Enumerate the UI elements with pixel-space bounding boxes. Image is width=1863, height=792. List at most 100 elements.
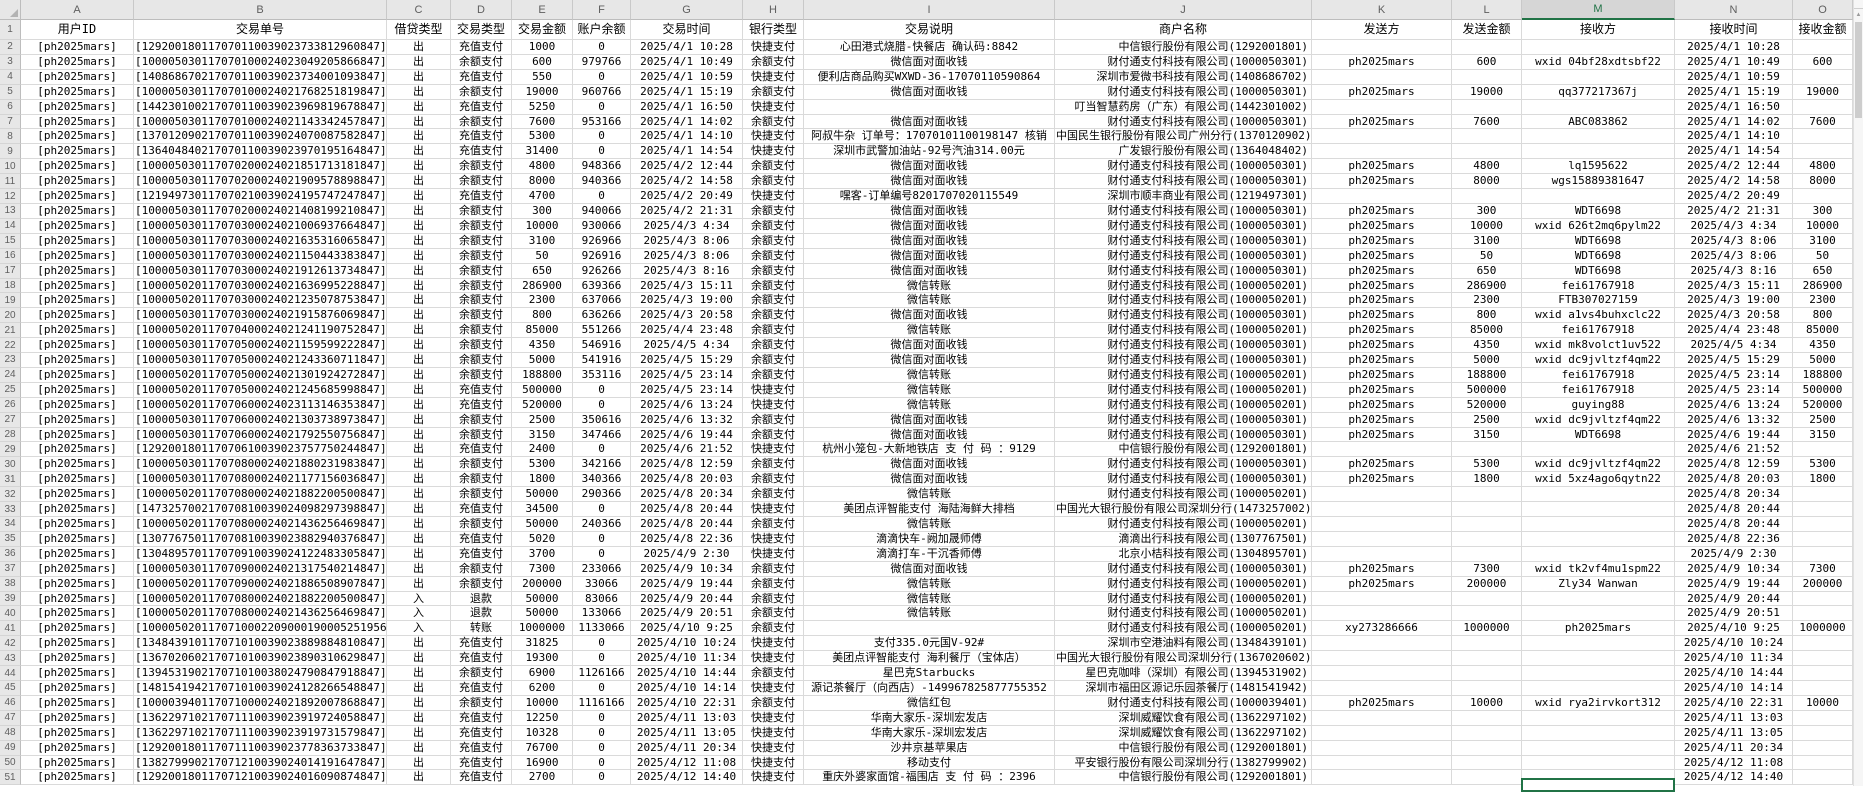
cell-O8[interactable] — [1793, 129, 1853, 145]
cell-D33[interactable]: 充值支付 — [451, 502, 512, 517]
select-all-corner[interactable] — [0, 0, 21, 20]
cell-O21[interactable]: 85000 — [1793, 323, 1853, 339]
cell-N7[interactable]: 2025/4/1 14:02 — [1675, 114, 1793, 130]
cell-E46[interactable]: 10000 — [512, 695, 573, 711]
cell-L12[interactable] — [1452, 189, 1522, 204]
cell-C23[interactable]: 出 — [387, 353, 451, 368]
cell-I43[interactable]: 美团点评智能支付 海利餐厅（宝体店） — [804, 651, 1055, 667]
cell-K7[interactable]: ph2025mars — [1312, 114, 1452, 130]
cell-F14[interactable]: 930066 — [573, 218, 631, 234]
cell-I45[interactable]: 源记茶餐厅（向西店）-149967825877755352 — [804, 680, 1055, 696]
cell-H46[interactable]: 余额支付 — [743, 695, 804, 711]
cell-H2[interactable]: 快捷支付 — [743, 40, 804, 55]
cell-E35[interactable]: 5020 — [512, 531, 573, 547]
cell-L33[interactable] — [1452, 502, 1522, 517]
cell-J47[interactable]: 深圳威耀饮食有限公司(1362297102) — [1055, 710, 1312, 726]
row-number-44[interactable]: 44 — [0, 666, 21, 681]
cell-O22[interactable]: 4350 — [1793, 338, 1853, 354]
cell-B16[interactable]: [100005030117070300024021150443383847] — [134, 248, 387, 264]
column-letter-E[interactable]: E — [512, 0, 573, 20]
cell-D37[interactable]: 余额支付 — [451, 561, 512, 577]
cell-M46[interactable]: wxid rya2irvkort312 — [1522, 695, 1675, 711]
row-number-6[interactable]: 6 — [0, 99, 21, 115]
cell-A15[interactable]: [ph2025mars] — [21, 233, 134, 249]
cell-K39[interactable] — [1312, 591, 1452, 607]
cell-G26[interactable]: 2025/4/6 13:24 — [631, 397, 743, 413]
cell-E15[interactable]: 3100 — [512, 233, 573, 249]
cell-I8[interactable]: 阿叔牛杂 订单号：17070101100198147 核销 — [804, 129, 1055, 145]
row-number-46[interactable]: 46 — [0, 695, 21, 711]
cell-F43[interactable]: 0 — [573, 651, 631, 667]
cell-A47[interactable]: [ph2025mars] — [21, 710, 134, 726]
cell-I3[interactable]: 微信面对面收钱 — [804, 54, 1055, 70]
cell-L3[interactable]: 600 — [1452, 54, 1522, 70]
cell-M34[interactable] — [1522, 517, 1675, 532]
cell-D20[interactable]: 余额支付 — [451, 308, 512, 324]
cell-I50[interactable]: 移动支付 — [804, 755, 1055, 771]
cell-G43[interactable]: 2025/4/10 11:34 — [631, 651, 743, 667]
cell-F33[interactable]: 0 — [573, 502, 631, 517]
cell-D46[interactable]: 余额支付 — [451, 695, 512, 711]
cell-D14[interactable]: 余额支付 — [451, 218, 512, 234]
cell-J28[interactable]: 财付通支付科技有限公司(1000050301) — [1055, 427, 1312, 443]
cell-N39[interactable]: 2025/4/9 20:44 — [1675, 591, 1793, 607]
cell-N37[interactable]: 2025/4/9 10:34 — [1675, 561, 1793, 577]
cell-I12[interactable]: 嘿客-订单编号8201707020115549 — [804, 189, 1055, 204]
cell-G45[interactable]: 2025/4/10 14:14 — [631, 680, 743, 696]
cell-M44[interactable] — [1522, 666, 1675, 681]
row-number-23[interactable]: 23 — [0, 353, 21, 368]
cell-G37[interactable]: 2025/4/9 10:34 — [631, 561, 743, 577]
cell-O12[interactable] — [1793, 189, 1853, 204]
cell-J19[interactable]: 财付通支付科技有限公司(1000050201) — [1055, 293, 1312, 309]
cell-M25[interactable]: fei61767918 — [1522, 382, 1675, 398]
cell-O2[interactable] — [1793, 40, 1853, 55]
cell-M10[interactable]: lq1595622 — [1522, 159, 1675, 175]
cell-J36[interactable]: 北京小桔科技有限公司(1304895701) — [1055, 546, 1312, 562]
cell-I48[interactable]: 华南大家乐-深圳宏发店 — [804, 725, 1055, 741]
cell-B13[interactable]: [100005030117070200024021408199210847] — [134, 203, 387, 219]
cell-F26[interactable]: 0 — [573, 397, 631, 413]
cell-L41[interactable]: 1000000 — [1452, 621, 1522, 637]
cell-L5[interactable]: 19000 — [1452, 84, 1522, 100]
cell-B10[interactable]: [100005030117070200024021851713181847] — [134, 159, 387, 175]
column-letter-M[interactable]: M — [1522, 0, 1675, 20]
row-number-3[interactable]: 3 — [0, 54, 21, 70]
cell-N36[interactable]: 2025/4/9 2:30 — [1675, 546, 1793, 562]
cell-A33[interactable]: [ph2025mars] — [21, 502, 134, 517]
cell-N41[interactable]: 2025/4/10 9:25 — [1675, 621, 1793, 637]
cell-F17[interactable]: 926266 — [573, 263, 631, 279]
cell-L35[interactable] — [1452, 531, 1522, 547]
cell-F18[interactable]: 639366 — [573, 278, 631, 294]
cell-H37[interactable]: 余额支付 — [743, 561, 804, 577]
cell-K14[interactable]: ph2025mars — [1312, 218, 1452, 234]
cell-O1[interactable]: 接收金额 — [1793, 20, 1853, 40]
cell-G27[interactable]: 2025/4/6 13:32 — [631, 412, 743, 428]
cell-I51[interactable]: 重庆外婆家面馆-福围店 支 付 码 ：2396 — [804, 770, 1055, 786]
cell-G47[interactable]: 2025/4/11 13:03 — [631, 710, 743, 726]
cell-N35[interactable]: 2025/4/8 22:36 — [1675, 531, 1793, 547]
cell-O3[interactable]: 600 — [1793, 54, 1853, 70]
cell-E14[interactable]: 10000 — [512, 218, 573, 234]
cell-G6[interactable]: 2025/4/1 16:50 — [631, 99, 743, 115]
cell-C21[interactable]: 出 — [387, 323, 451, 339]
cell-F5[interactable]: 960766 — [573, 84, 631, 100]
cell-H33[interactable]: 快捷支付 — [743, 502, 804, 517]
cell-N17[interactable]: 2025/4/3 8:16 — [1675, 263, 1793, 279]
cell-F47[interactable]: 0 — [573, 710, 631, 726]
cell-L40[interactable] — [1452, 606, 1522, 622]
cell-B25[interactable]: [100005020117070500024021245685998847] — [134, 382, 387, 398]
cell-F12[interactable]: 0 — [573, 189, 631, 204]
cell-C25[interactable]: 出 — [387, 382, 451, 398]
cell-G7[interactable]: 2025/4/1 14:02 — [631, 114, 743, 130]
cell-N30[interactable]: 2025/4/8 12:59 — [1675, 457, 1793, 473]
cell-H49[interactable]: 快捷支付 — [743, 740, 804, 756]
cell-H5[interactable]: 余额支付 — [743, 84, 804, 100]
cell-L32[interactable] — [1452, 487, 1522, 503]
cell-N12[interactable]: 2025/4/2 20:49 — [1675, 189, 1793, 204]
cell-J5[interactable]: 财付通支付科技有限公司(1000050301) — [1055, 84, 1312, 100]
cell-F37[interactable]: 233066 — [573, 561, 631, 577]
row-number-41[interactable]: 41 — [0, 621, 21, 637]
cell-M50[interactable] — [1522, 755, 1675, 771]
cell-O10[interactable]: 4800 — [1793, 159, 1853, 175]
cell-K50[interactable] — [1312, 755, 1452, 771]
